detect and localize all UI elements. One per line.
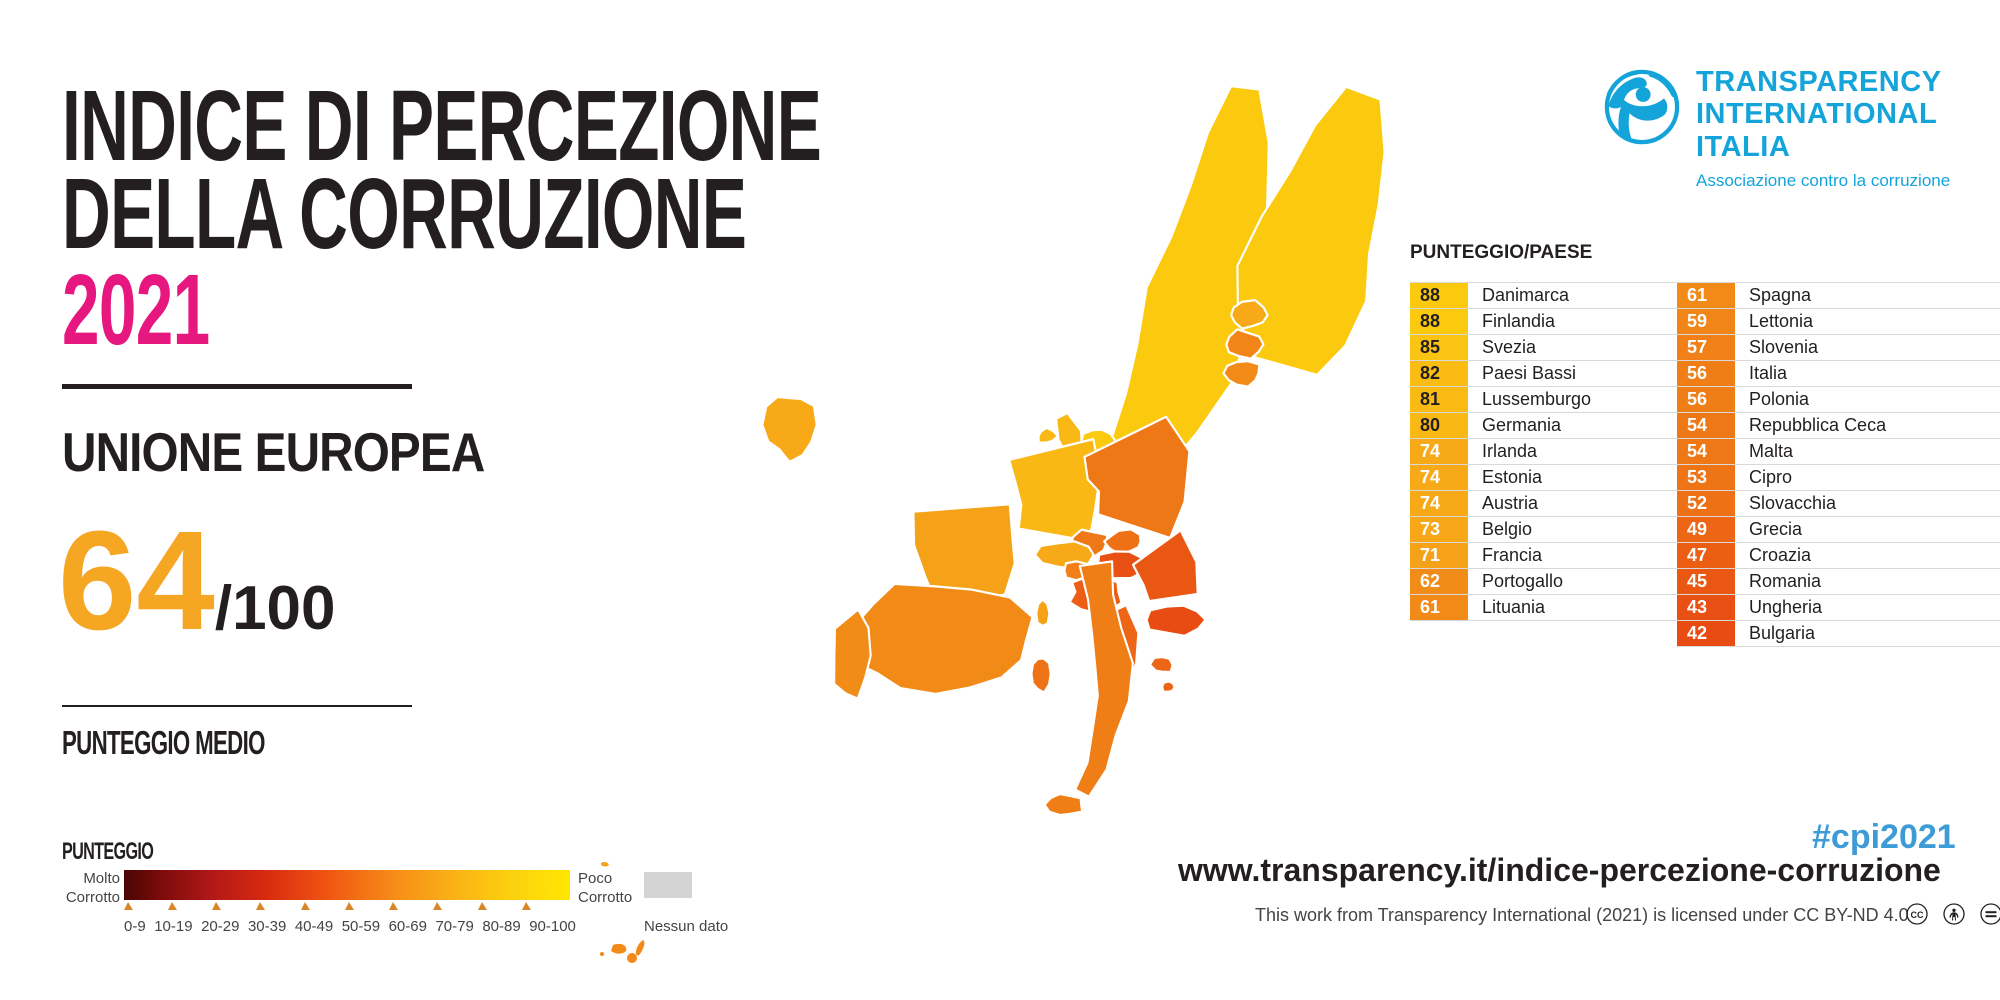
svg-text:CC: CC — [1911, 910, 1924, 920]
